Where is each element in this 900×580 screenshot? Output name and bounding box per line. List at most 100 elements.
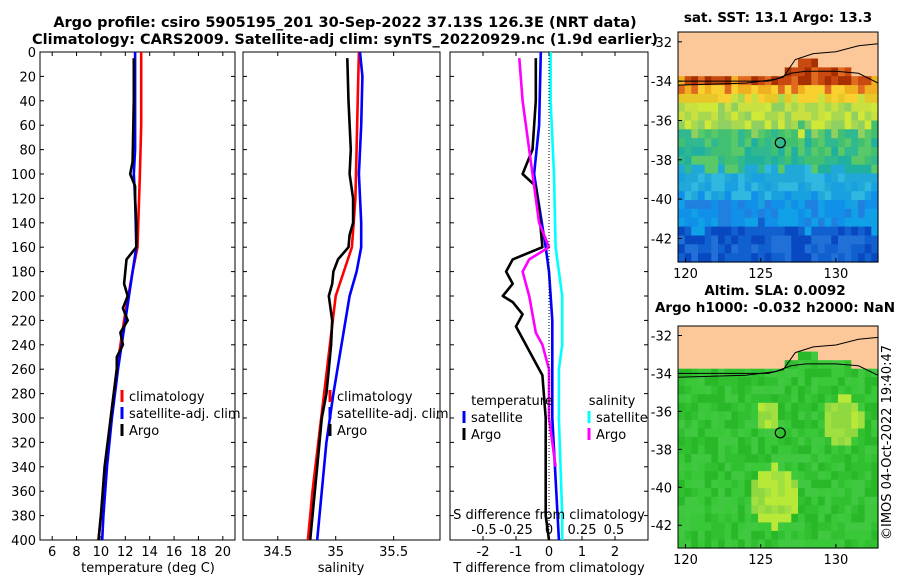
- sla-map-cell: [731, 462, 739, 472]
- sst-map-cell: [724, 173, 732, 183]
- sst-map-cell: [791, 155, 799, 166]
- sst-map-cell: [691, 244, 699, 254]
- sst-map-cell: [698, 244, 706, 254]
- sst-map-cell: [784, 40, 792, 51]
- sst-map-cell: [718, 191, 726, 201]
- sst-map-cell: [798, 32, 806, 42]
- sal-xtick-label: 35.5: [379, 545, 408, 560]
- sla-map-cell: [844, 394, 852, 404]
- sla-map-cell: [831, 513, 839, 523]
- sst-map-cell: [784, 208, 792, 219]
- sla-map-cell: [771, 505, 779, 515]
- sst-map-cell: [838, 208, 846, 219]
- sla-map-cell: [678, 402, 686, 412]
- sla-map-cell: [691, 351, 699, 361]
- sla-map-cell: [804, 505, 812, 515]
- sst-map-cell: [864, 49, 872, 60]
- sst-map-cell: [718, 244, 726, 254]
- sla-map-cell: [851, 411, 859, 421]
- sla-map-cell: [851, 360, 859, 370]
- sst-map-cell: [804, 244, 812, 254]
- sla-map-cell: [811, 326, 819, 336]
- sst-map-cell: [711, 49, 719, 60]
- sst-map-cell: [758, 226, 766, 236]
- sla-map-cell: [711, 471, 719, 481]
- sst-map-cell: [691, 85, 699, 95]
- sla-map-cell: [858, 419, 866, 429]
- sst-map-cell: [684, 147, 692, 157]
- sst-map-cell: [784, 164, 792, 175]
- sla-map-cell: [871, 505, 879, 515]
- sst-map-cell: [798, 138, 806, 148]
- sla-map-cell: [691, 326, 699, 336]
- sla-map-cell: [718, 394, 726, 404]
- sst-map-cell: [691, 49, 699, 60]
- sst-map-cell: [864, 244, 872, 254]
- sla-map-cell: [811, 496, 819, 506]
- sst-map-cell: [758, 182, 766, 192]
- sst-map-cell: [784, 93, 792, 104]
- sla-map-cell: [811, 522, 819, 532]
- sla-map-cell: [738, 360, 746, 370]
- sla-map-cell: [718, 462, 726, 472]
- sla-map-cell: [724, 488, 732, 498]
- sst-map-cell: [851, 111, 859, 121]
- sla-map-cell: [804, 360, 812, 370]
- sst-map-cell: [678, 129, 686, 139]
- sla-map-cell: [758, 496, 766, 506]
- sla-map-cell: [731, 522, 739, 532]
- sla-map-cell: [711, 513, 719, 523]
- sst-map-cell: [804, 67, 812, 77]
- sst-map-cell: [838, 40, 846, 51]
- sst-map-cell: [744, 155, 752, 166]
- sla-map-cell: [791, 539, 799, 549]
- sst-map-cell: [844, 129, 852, 139]
- sst-map-cell: [811, 93, 819, 104]
- sla-map-cell: [698, 377, 706, 387]
- sst-map-cell: [864, 253, 872, 263]
- sst-map-cell: [771, 49, 779, 60]
- sla-map-cell: [824, 539, 832, 549]
- sst-map-cell: [704, 217, 712, 228]
- sst-map-cell: [678, 191, 686, 201]
- sst-map-cell: [831, 120, 839, 130]
- sst-map-cell: [784, 155, 792, 166]
- sla-map-cell: [738, 496, 746, 506]
- sla-map-cell: [738, 428, 746, 438]
- sst-map-cell: [864, 120, 872, 130]
- sst-map-cell: [831, 191, 839, 201]
- sla-map-cell: [698, 445, 706, 455]
- sst-map-cell: [844, 102, 852, 113]
- sst-map-cell: [744, 40, 752, 51]
- sst-map-cell: [764, 40, 772, 51]
- sla-map-cell: [798, 334, 806, 344]
- sla-map-cell: [791, 326, 799, 336]
- sst-map-cell: [864, 102, 872, 113]
- sla-map-cell: [711, 428, 719, 438]
- sla-map-cell: [824, 377, 832, 387]
- sla-map-cell: [724, 402, 732, 412]
- sst-map-cell: [678, 155, 686, 166]
- sla-map-cell: [738, 326, 746, 336]
- sla-map-cell: [778, 419, 786, 429]
- sst-map-cell: [864, 235, 872, 245]
- sst-map-cell: [784, 244, 792, 254]
- sla-map-cell: [798, 471, 806, 481]
- sla-map-cell: [724, 343, 732, 353]
- sla-map-cell: [851, 471, 859, 481]
- sst-map-cell: [844, 244, 852, 254]
- sst-map-cell: [744, 32, 752, 42]
- sla-map-cell: [791, 419, 799, 429]
- sst-map-cell: [738, 164, 746, 175]
- sla-map-cell: [691, 394, 699, 404]
- sst-map-cell: [704, 85, 712, 95]
- temp-legend-label: Argo: [129, 424, 159, 439]
- sst-map-cell: [771, 85, 779, 95]
- sst-map-cell: [764, 32, 772, 42]
- sst-map-cell: [684, 155, 692, 166]
- temp-ytick-label: 140: [11, 217, 36, 232]
- sst-map-cell: [758, 155, 766, 166]
- diff-xlabel: T difference from climatology: [452, 561, 645, 576]
- sla-map-cell: [844, 326, 852, 336]
- sla-map-cell: [718, 513, 726, 523]
